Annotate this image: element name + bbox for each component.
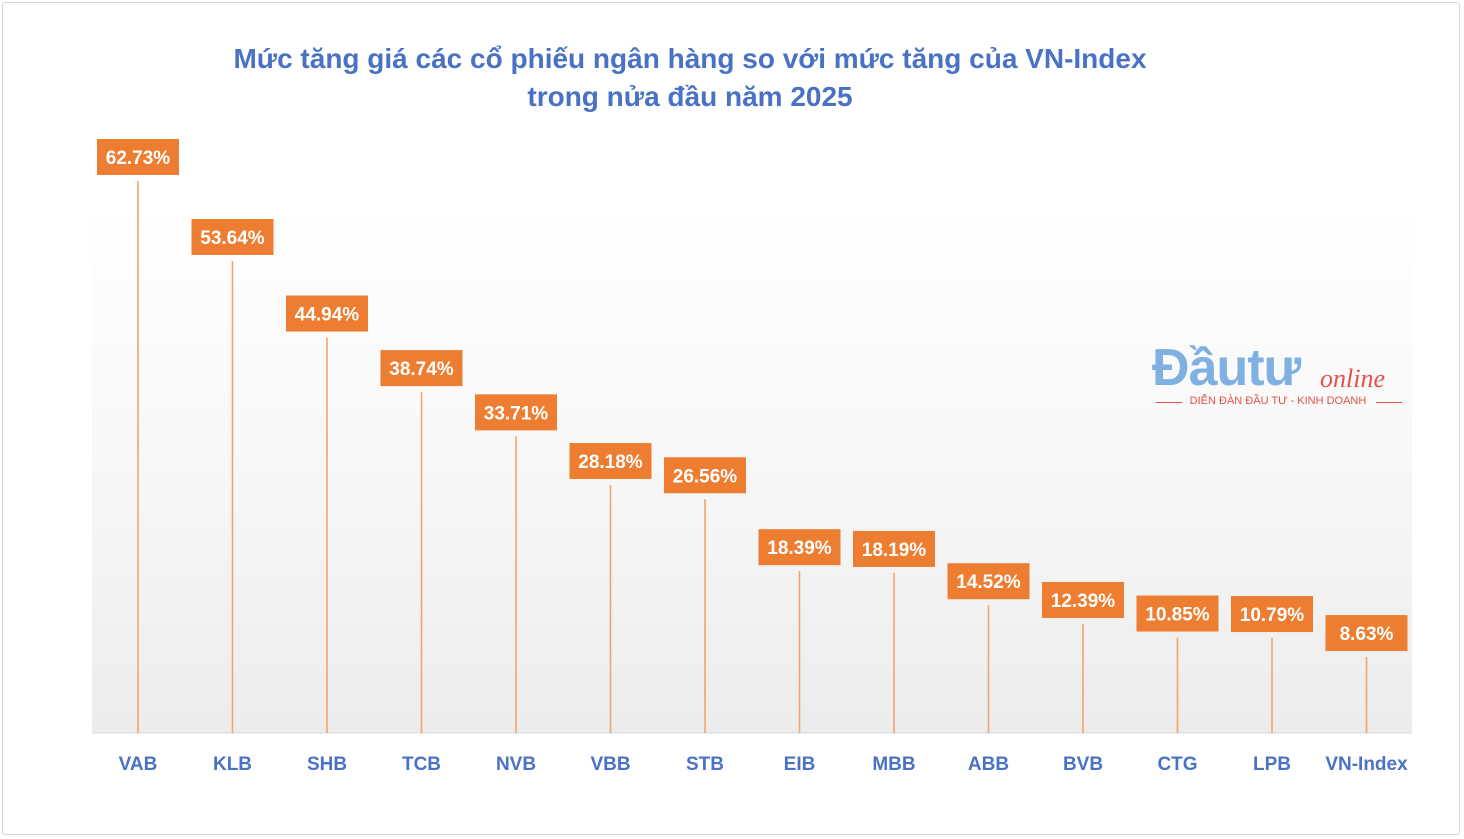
data-label-text: 12.39% xyxy=(1051,591,1116,612)
data-label-text: 28.18% xyxy=(578,452,643,473)
watermark-main: Đầutư xyxy=(1152,339,1301,397)
x-tick-label-EIB: EIB xyxy=(784,754,816,775)
data-label-text: 38.74% xyxy=(389,359,454,380)
x-tick-label-MBB: MBB xyxy=(872,754,915,775)
x-tick-label-VN-Index: VN-Index xyxy=(1325,754,1408,775)
data-label-box xyxy=(380,350,463,387)
watermark-rule-left xyxy=(1156,402,1182,403)
data-label-box xyxy=(947,563,1030,600)
data-label-STB: 26.56% xyxy=(664,457,746,494)
data-label-box xyxy=(286,295,368,332)
x-tick-label-STB: STB xyxy=(686,754,724,775)
data-label-text: 10.79% xyxy=(1240,605,1305,626)
data-label-EIB: 18.39% xyxy=(758,529,841,566)
x-tick-label-NVB: NVB xyxy=(496,754,536,775)
data-label-box xyxy=(569,443,652,480)
data-label-box xyxy=(1325,615,1408,652)
data-label-VBB: 28.18% xyxy=(569,443,652,480)
data-label-text: 62.73% xyxy=(106,148,171,169)
data-label-text: 14.52% xyxy=(956,572,1021,593)
data-label-text: 33.71% xyxy=(484,403,549,424)
data-label-text: 44.94% xyxy=(295,305,360,326)
data-label-text: 53.64% xyxy=(200,228,265,249)
data-label-box xyxy=(97,139,179,175)
x-tick-label-TCB: TCB xyxy=(402,754,441,775)
x-tick-label-ABB: ABB xyxy=(968,754,1009,775)
chart-title-line-1: Mức tăng giá các cổ phiếu ngân hàng so v… xyxy=(233,43,1147,74)
data-label-CTG: 10.85% xyxy=(1136,595,1219,632)
data-label-BVB: 12.39% xyxy=(1042,581,1124,618)
data-label-NVB: 33.71% xyxy=(475,394,557,431)
x-tick-label-SHB: SHB xyxy=(307,754,347,775)
data-label-box xyxy=(758,529,841,566)
x-tick-label-VBB: VBB xyxy=(590,754,630,775)
x-tick-label-CTG: CTG xyxy=(1157,754,1197,775)
data-label-box xyxy=(853,530,935,567)
watermark-tagline: DIỄN ĐÀN ĐẦU TƯ - KINH DOANH xyxy=(1189,395,1367,407)
watermark-sub: online xyxy=(1320,364,1385,393)
data-label-box xyxy=(191,218,274,255)
x-tick-label-LPB: LPB xyxy=(1253,754,1291,775)
data-label-SHB: 44.94% xyxy=(286,295,368,332)
data-label-text: 10.85% xyxy=(1145,605,1210,626)
data-label-TCB: 38.74% xyxy=(380,350,463,387)
data-label-box xyxy=(1136,595,1219,632)
data-label-text: 26.56% xyxy=(673,466,738,487)
x-tick-label-VAB: VAB xyxy=(119,754,158,775)
watermark-logo: Đầutư online DIỄN ĐÀN ĐẦU TƯ - KINH DOAN… xyxy=(1150,338,1408,418)
chart-title-line-2: trong nửa đầu năm 2025 xyxy=(527,81,853,112)
data-label-VAB: 62.73% xyxy=(97,139,179,175)
data-label-VN-Index: 8.63% xyxy=(1325,615,1408,652)
data-label-KLB: 53.64% xyxy=(191,218,274,255)
data-label-MBB: 18.19% xyxy=(853,530,935,567)
data-label-ABB: 14.52% xyxy=(947,563,1030,600)
chart-title: Mức tăng giá các cổ phiếu ngân hàng so v… xyxy=(110,40,1270,116)
data-label-box xyxy=(475,394,557,431)
data-label-box xyxy=(1231,596,1313,633)
data-label-box xyxy=(1042,581,1124,618)
data-label-LPB: 10.79% xyxy=(1231,596,1313,633)
x-tick-label-KLB: KLB xyxy=(213,754,252,775)
x-tick-label-BVB: BVB xyxy=(1063,754,1103,775)
data-label-text: 18.19% xyxy=(862,540,927,561)
watermark-rule-right xyxy=(1376,402,1402,403)
data-label-box xyxy=(664,457,746,494)
data-label-text: 8.63% xyxy=(1340,624,1394,645)
data-label-text: 18.39% xyxy=(767,538,832,559)
